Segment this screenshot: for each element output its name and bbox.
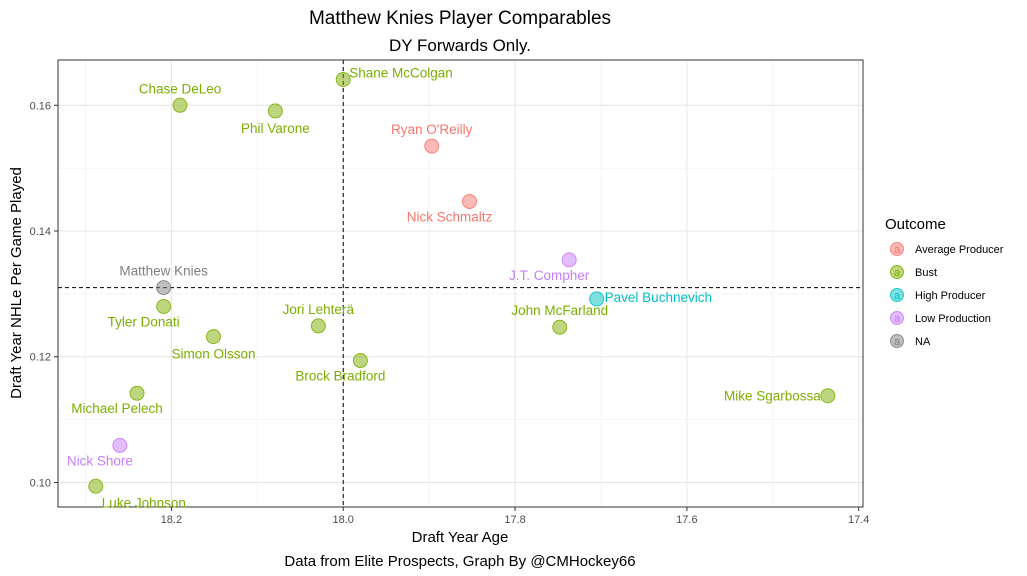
y-tick-label: 0.16 bbox=[30, 100, 51, 112]
point-label: Nick Schmaltz bbox=[407, 209, 493, 224]
chart-subtitle: DY Forwards Only. bbox=[389, 36, 531, 55]
point-label: Mike Sgarbossa bbox=[724, 389, 821, 404]
point-label: Chase DeLeo bbox=[139, 81, 222, 96]
data-point bbox=[335, 71, 351, 87]
x-tick-label: 17.8 bbox=[504, 514, 525, 526]
legend-key-glyph: a bbox=[894, 290, 901, 302]
y-tick-label: 0.10 bbox=[30, 477, 51, 489]
legend-entries: a Average Producer a Bust a High Producer a Low… bbox=[890, 242, 1004, 348]
legend-key-glyph: a bbox=[894, 313, 901, 325]
legend-key bbox=[890, 311, 904, 325]
x-tick-label: 18.2 bbox=[161, 514, 182, 526]
data-point bbox=[462, 193, 478, 209]
point-label: Jori Lehterä bbox=[283, 302, 355, 317]
point-label: Matthew Knies bbox=[119, 264, 208, 279]
legend-entry-label: Bust bbox=[915, 267, 937, 279]
axis-ticks: 18.2 18.0 17.8 17.6 17.4 0.10 0.12 0.14 0.16 bbox=[30, 100, 870, 526]
legend-key-glyph: a bbox=[894, 336, 901, 348]
point-label: Ryan O'Reilly bbox=[391, 122, 473, 137]
point-label: Brock Bradford bbox=[295, 369, 385, 384]
legend-key bbox=[890, 265, 904, 279]
point-labels: Shane McColgan Chase DeLeo Phil Varone Ryan… bbox=[67, 65, 821, 510]
data-point bbox=[156, 280, 172, 296]
legend-entry-label: High Producer bbox=[915, 290, 986, 302]
legend-entry-label: Average Producer bbox=[915, 244, 1004, 256]
point-label: J.T. Compher bbox=[509, 268, 590, 283]
data-point bbox=[352, 353, 368, 369]
chart-caption: Data from Elite Prospects, Graph By @CMH… bbox=[284, 553, 635, 570]
points bbox=[88, 71, 836, 494]
y-tick-label: 0.14 bbox=[30, 226, 51, 238]
data-point bbox=[88, 478, 104, 494]
data-point bbox=[310, 318, 326, 334]
data-point bbox=[589, 291, 605, 307]
reference-lines bbox=[58, 60, 863, 507]
point-label: Tyler Donati bbox=[108, 314, 180, 329]
data-point bbox=[424, 138, 440, 154]
point-label: Michael Pelech bbox=[71, 401, 163, 416]
point-label: Luke Johnson bbox=[102, 495, 186, 510]
legend-entry-label: Low Production bbox=[915, 313, 991, 325]
y-axis-title: Draft Year NHLe Per Game Played bbox=[8, 167, 25, 399]
point-label: John McFarland bbox=[511, 303, 608, 318]
x-tick-label: 18.0 bbox=[333, 514, 354, 526]
x-tick-label: 17.6 bbox=[676, 514, 697, 526]
legend-title: Outcome bbox=[885, 216, 946, 233]
point-label: Pavel Buchnevich bbox=[605, 290, 712, 305]
legend-key bbox=[890, 288, 904, 302]
data-point bbox=[156, 298, 172, 314]
point-label: Simon Olsson bbox=[171, 347, 255, 362]
plot-border bbox=[57, 59, 864, 508]
chart-title: Matthew Knies Player Comparables bbox=[309, 8, 611, 29]
data-point bbox=[172, 97, 188, 113]
data-point bbox=[129, 385, 145, 401]
x-tick-label: 17.4 bbox=[848, 514, 869, 526]
x-axis-title: Draft Year Age bbox=[412, 529, 509, 546]
grid bbox=[58, 60, 863, 507]
y-tick-label: 0.12 bbox=[30, 352, 51, 364]
legend-key-glyph: a bbox=[894, 244, 901, 256]
data-point bbox=[561, 252, 577, 268]
point-label: Shane McColgan bbox=[349, 65, 453, 80]
data-point bbox=[206, 329, 222, 345]
legend-key-glyph: a bbox=[894, 267, 901, 279]
legend-key bbox=[890, 334, 904, 348]
data-point bbox=[267, 103, 283, 119]
plot-area bbox=[58, 60, 863, 507]
legend-key bbox=[890, 242, 904, 256]
point-label: Nick Shore bbox=[67, 453, 133, 468]
legend-entry-label: NA bbox=[915, 336, 931, 348]
point-label: Phil Varone bbox=[241, 121, 310, 136]
data-point bbox=[112, 437, 128, 453]
data-point bbox=[820, 388, 836, 404]
data-point bbox=[552, 319, 568, 335]
legend: Outcome a Average Producer a Bust a High Prod… bbox=[885, 216, 1004, 348]
